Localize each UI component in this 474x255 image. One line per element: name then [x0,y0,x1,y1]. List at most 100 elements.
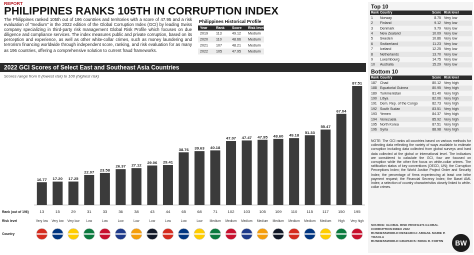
side-cell: 1 [371,16,373,20]
flag-band [52,233,64,235]
table-cell: 2019 [200,31,208,35]
side-cell: 9.12 [434,21,441,25]
side-cell: Netherlands [380,52,399,56]
table-cell: Medium [248,43,261,47]
risk-label: Very low [36,219,49,223]
side-cell: Very low [444,26,458,30]
side-cell: South Sudan [380,107,400,111]
side-cell: 8 [371,52,373,56]
intro-text: The Philippines ranked 105th out of 196 … [4,17,192,53]
side-row-bg [370,96,472,102]
rank-label: 103 [243,209,250,214]
risk-label: High [338,219,345,223]
bar [178,152,189,205]
side-cell: Syria [380,128,388,132]
side-cell: 8.75 [434,16,441,20]
value-label: 38.76 [179,147,190,152]
side-row-bg [370,41,472,47]
credit: BUSINESSWORLD RESEARCH: ABIGAIL MARIE P.… [371,231,446,239]
side-cell: Very low [444,37,458,41]
value-label: 29.41 [163,160,174,165]
side-cell: Venezuela [380,117,396,121]
side-cell: 81.40 [432,91,441,95]
risk-label: Low [102,219,109,223]
risk-label: Low [86,219,93,223]
bar [162,165,173,205]
value-label: 48.60 [273,133,284,138]
side-cell: 87.51 [432,123,441,127]
side-cell: 4 [371,32,373,36]
table-cell: 107 [216,43,222,47]
side-cell: Sweden [380,37,393,41]
flag-band [351,233,363,235]
side-cell: 6 [371,42,373,46]
table-row-bg [198,36,264,43]
table-cell: 2020 [200,37,208,41]
flag-band [194,233,205,235]
value-label: 27.12 [131,163,142,168]
value-label: 16.77 [37,177,48,182]
table-row-bg [198,48,264,55]
table-cell: 2021 [200,43,208,47]
risk-label: Low [149,219,156,223]
side-cell: 3 [371,26,373,30]
value-label: 26.37 [116,164,127,169]
risk-label: Medium [320,219,332,223]
side-row-bg [370,127,472,133]
side-cell: Very high [444,91,459,95]
bar [226,140,237,205]
table-cell: 113 [216,31,222,35]
side-cell: Luxembourg [380,58,400,62]
rank-label: 115 [307,209,314,214]
side-cell: 84.37 [432,112,441,116]
rank-label: 13 [40,209,45,214]
flag-band [83,233,95,235]
flag-band [257,233,269,235]
side-cell: New Zealand [380,32,401,36]
side-cell: 82.73 [432,102,441,106]
side-header: Score [432,11,441,15]
table-title: Philippines Historical Profile [199,19,262,24]
section-bar [0,63,366,72]
value-label: 17.20 [53,176,64,181]
risk-label: Medium [304,219,316,223]
flag-band [99,233,111,235]
side-cell: 195 [371,123,377,127]
side-cell: 192 [371,107,377,111]
side-cell: Denmark [380,26,394,30]
value-label: 29.06 [147,160,158,165]
risk-label: Medium [288,219,300,223]
credit: SOURCE: GLOBAL RISK PROFILE'S GLOBAL COR… [371,223,439,231]
side-cell: 188 [371,86,377,90]
side-cell: Very low [444,52,458,56]
table-header: Risk level [248,26,264,30]
table-cell: Medium [248,31,261,35]
flag-band [178,233,190,235]
flag-band [67,233,79,235]
value-label: 47.47 [242,135,253,140]
value-label: 39.63 [194,146,205,151]
rank-label: 15 [55,209,60,214]
side-cell: 187 [371,81,377,85]
side-cell: Finland [380,21,392,25]
table-cell: 110 [216,37,222,41]
value-label: 23.58 [100,167,111,172]
side-cell: Very high [444,112,459,116]
logo-badge [452,234,470,252]
risk-label: Very low [67,219,80,223]
side-cell: Equatorial Guinea [380,86,408,90]
logo: BW [455,240,467,247]
side-header: Score [432,76,441,80]
bar [336,113,347,205]
side-cell: 7 [371,47,373,51]
side-cell: Very low [444,42,458,46]
value-label: 55.47 [321,124,332,129]
flag-band [225,233,237,235]
risk-label: Medium [273,219,285,223]
rank-label: 36 [118,209,123,214]
side-cell: Very low [444,32,458,36]
side-row-bg [370,51,472,57]
side-cell: Very low [444,63,458,67]
rank-label: 195 [354,209,361,214]
side-cell: Australia [380,63,394,67]
